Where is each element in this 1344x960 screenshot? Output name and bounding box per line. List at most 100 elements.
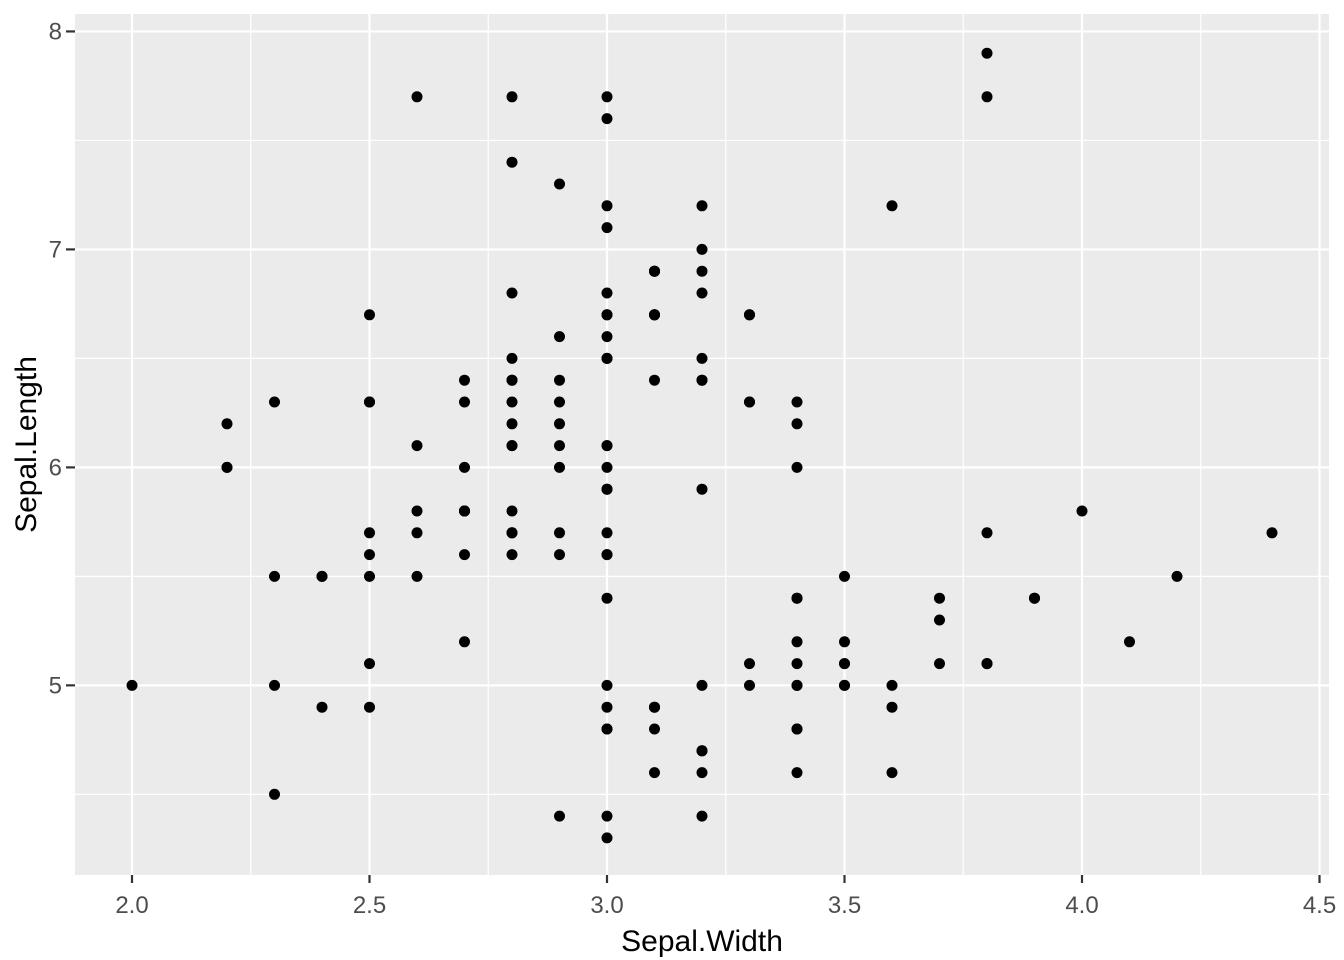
- data-point: [411, 570, 423, 582]
- data-point: [696, 374, 708, 386]
- data-point: [649, 767, 660, 779]
- data-point: [364, 570, 375, 582]
- data-point: [934, 592, 945, 604]
- panel-background: [75, 14, 1329, 875]
- data-point: [839, 570, 850, 582]
- data-point: [221, 461, 233, 473]
- data-point: [459, 374, 470, 386]
- data-point: [554, 810, 565, 822]
- data-point: [411, 91, 423, 103]
- data-point: [364, 527, 375, 539]
- data-point: [459, 505, 470, 517]
- data-point: [744, 309, 755, 321]
- data-point: [839, 636, 850, 648]
- data-point: [649, 374, 660, 386]
- data-point: [554, 418, 565, 430]
- data-point: [886, 701, 898, 713]
- data-point: [601, 309, 613, 321]
- data-point: [554, 396, 565, 408]
- data-point: [364, 309, 375, 321]
- data-point: [791, 767, 803, 779]
- data-point: [459, 636, 470, 648]
- data-point: [886, 767, 898, 779]
- data-point: [459, 396, 470, 408]
- x-tick-label: 3.5: [828, 892, 861, 919]
- data-point: [1171, 570, 1183, 582]
- data-point: [411, 505, 423, 517]
- data-point: [1266, 527, 1278, 539]
- data-point: [649, 309, 660, 321]
- data-point: [649, 701, 660, 713]
- data-point: [791, 658, 803, 670]
- data-point: [791, 592, 803, 604]
- data-point: [744, 679, 755, 691]
- data-point: [316, 570, 328, 582]
- data-point: [696, 200, 708, 212]
- data-point: [981, 91, 993, 103]
- data-point: [506, 418, 518, 430]
- data-point: [601, 592, 613, 604]
- data-point: [649, 723, 660, 735]
- data-point: [839, 658, 850, 670]
- data-point: [696, 352, 708, 364]
- data-point: [506, 352, 518, 364]
- data-point: [696, 287, 708, 299]
- data-point: [791, 679, 803, 691]
- data-point: [506, 549, 518, 561]
- data-point: [886, 200, 898, 212]
- axis-ticks: [66, 30, 1321, 883]
- data-point: [696, 243, 708, 255]
- data-point: [126, 679, 138, 691]
- gridlines: [75, 14, 1329, 875]
- data-point: [554, 461, 565, 473]
- data-points: [126, 47, 1278, 844]
- data-point: [364, 549, 375, 561]
- data-point: [1029, 592, 1040, 604]
- data-point: [459, 461, 470, 473]
- data-point: [601, 352, 613, 364]
- data-point: [316, 701, 328, 713]
- data-point: [506, 156, 518, 168]
- x-axis-title: Sepal.Width: [621, 925, 783, 958]
- data-point: [934, 658, 945, 670]
- y-tick-label: 7: [49, 236, 62, 263]
- axis-tick-labels: 2.0 2.5 3.0 3.5 4.0 4.5 5 6 7 8: [49, 18, 1337, 919]
- data-point: [601, 483, 613, 495]
- data-point: [696, 265, 708, 277]
- data-point: [364, 658, 375, 670]
- data-point: [269, 570, 280, 582]
- data-point: [791, 723, 803, 735]
- data-point: [601, 461, 613, 473]
- data-point: [981, 658, 993, 670]
- data-point: [554, 549, 565, 561]
- data-point: [601, 91, 613, 103]
- data-point: [601, 331, 613, 343]
- data-point: [601, 287, 613, 299]
- x-tick-label: 3.0: [590, 892, 623, 919]
- plot-panel: [75, 14, 1329, 875]
- data-point: [981, 527, 993, 539]
- data-point: [269, 396, 280, 408]
- y-tick-label: 8: [49, 18, 62, 45]
- data-point: [506, 396, 518, 408]
- data-point: [791, 396, 803, 408]
- data-point: [601, 200, 613, 212]
- data-point: [696, 767, 708, 779]
- data-point: [506, 287, 518, 299]
- data-point: [554, 440, 565, 452]
- data-point: [696, 810, 708, 822]
- data-point: [601, 679, 613, 691]
- data-point: [364, 396, 375, 408]
- data-point: [601, 810, 613, 822]
- y-axis-title: Sepal.Length: [10, 356, 43, 533]
- data-point: [601, 222, 613, 234]
- data-point: [1124, 636, 1135, 648]
- data-point: [269, 788, 280, 800]
- data-point: [506, 374, 518, 386]
- data-point: [411, 440, 423, 452]
- data-point: [554, 178, 565, 190]
- x-tick-label: 2.0: [115, 892, 148, 919]
- data-point: [696, 679, 708, 691]
